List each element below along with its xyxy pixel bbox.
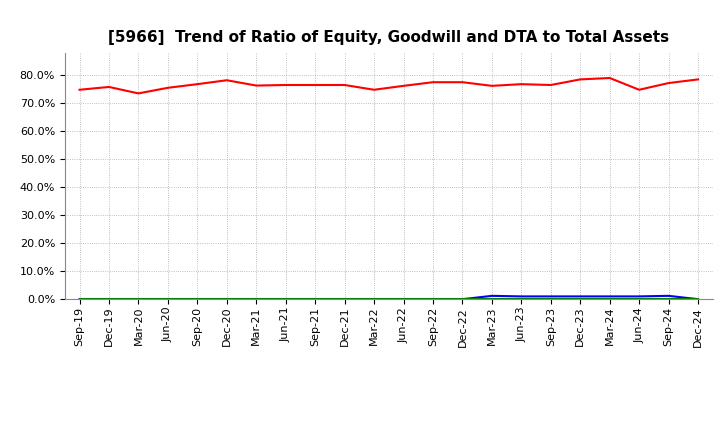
Equity	[341, 82, 349, 88]
Deferred Tax Assets	[606, 297, 614, 302]
Equity	[546, 82, 555, 88]
Deferred Tax Assets	[546, 297, 555, 302]
Goodwill	[546, 294, 555, 299]
Goodwill	[341, 297, 349, 302]
Deferred Tax Assets	[341, 297, 349, 302]
Equity	[487, 83, 496, 88]
Equity	[134, 91, 143, 96]
Goodwill	[370, 297, 379, 302]
Deferred Tax Assets	[576, 297, 585, 302]
Equity	[576, 77, 585, 82]
Equity	[282, 82, 290, 88]
Equity	[222, 77, 231, 83]
Goodwill	[665, 293, 673, 298]
Goodwill	[428, 297, 437, 302]
Deferred Tax Assets	[428, 297, 437, 302]
Equity	[635, 87, 644, 92]
Goodwill	[576, 294, 585, 299]
Goodwill	[458, 297, 467, 302]
Equity	[665, 81, 673, 86]
Goodwill	[104, 297, 113, 302]
Goodwill	[252, 297, 261, 302]
Equity	[163, 85, 172, 91]
Deferred Tax Assets	[694, 297, 703, 302]
Deferred Tax Assets	[311, 297, 320, 302]
Goodwill	[134, 297, 143, 302]
Deferred Tax Assets	[193, 297, 202, 302]
Goodwill	[517, 294, 526, 299]
Equity	[428, 80, 437, 85]
Equity	[694, 77, 703, 82]
Equity	[399, 83, 408, 88]
Deferred Tax Assets	[370, 297, 379, 302]
Deferred Tax Assets	[399, 297, 408, 302]
Goodwill	[635, 294, 644, 299]
Deferred Tax Assets	[282, 297, 290, 302]
Deferred Tax Assets	[487, 297, 496, 302]
Title: [5966]  Trend of Ratio of Equity, Goodwill and DTA to Total Assets: [5966] Trend of Ratio of Equity, Goodwil…	[108, 29, 670, 45]
Deferred Tax Assets	[134, 297, 143, 302]
Deferred Tax Assets	[517, 297, 526, 302]
Goodwill	[282, 297, 290, 302]
Equity	[458, 80, 467, 85]
Line: Equity: Equity	[79, 78, 698, 93]
Deferred Tax Assets	[163, 297, 172, 302]
Deferred Tax Assets	[458, 297, 467, 302]
Deferred Tax Assets	[252, 297, 261, 302]
Goodwill	[399, 297, 408, 302]
Equity	[606, 75, 614, 81]
Equity	[75, 87, 84, 92]
Equity	[370, 87, 379, 92]
Goodwill	[75, 297, 84, 302]
Deferred Tax Assets	[75, 297, 84, 302]
Deferred Tax Assets	[635, 297, 644, 302]
Equity	[252, 83, 261, 88]
Equity	[517, 81, 526, 87]
Goodwill	[311, 297, 320, 302]
Equity	[193, 81, 202, 87]
Line: Goodwill: Goodwill	[79, 296, 698, 299]
Goodwill	[694, 297, 703, 302]
Deferred Tax Assets	[222, 297, 231, 302]
Goodwill	[606, 294, 614, 299]
Goodwill	[487, 293, 496, 298]
Deferred Tax Assets	[665, 297, 673, 302]
Equity	[311, 82, 320, 88]
Deferred Tax Assets	[104, 297, 113, 302]
Goodwill	[193, 297, 202, 302]
Equity	[104, 84, 113, 90]
Goodwill	[163, 297, 172, 302]
Goodwill	[222, 297, 231, 302]
